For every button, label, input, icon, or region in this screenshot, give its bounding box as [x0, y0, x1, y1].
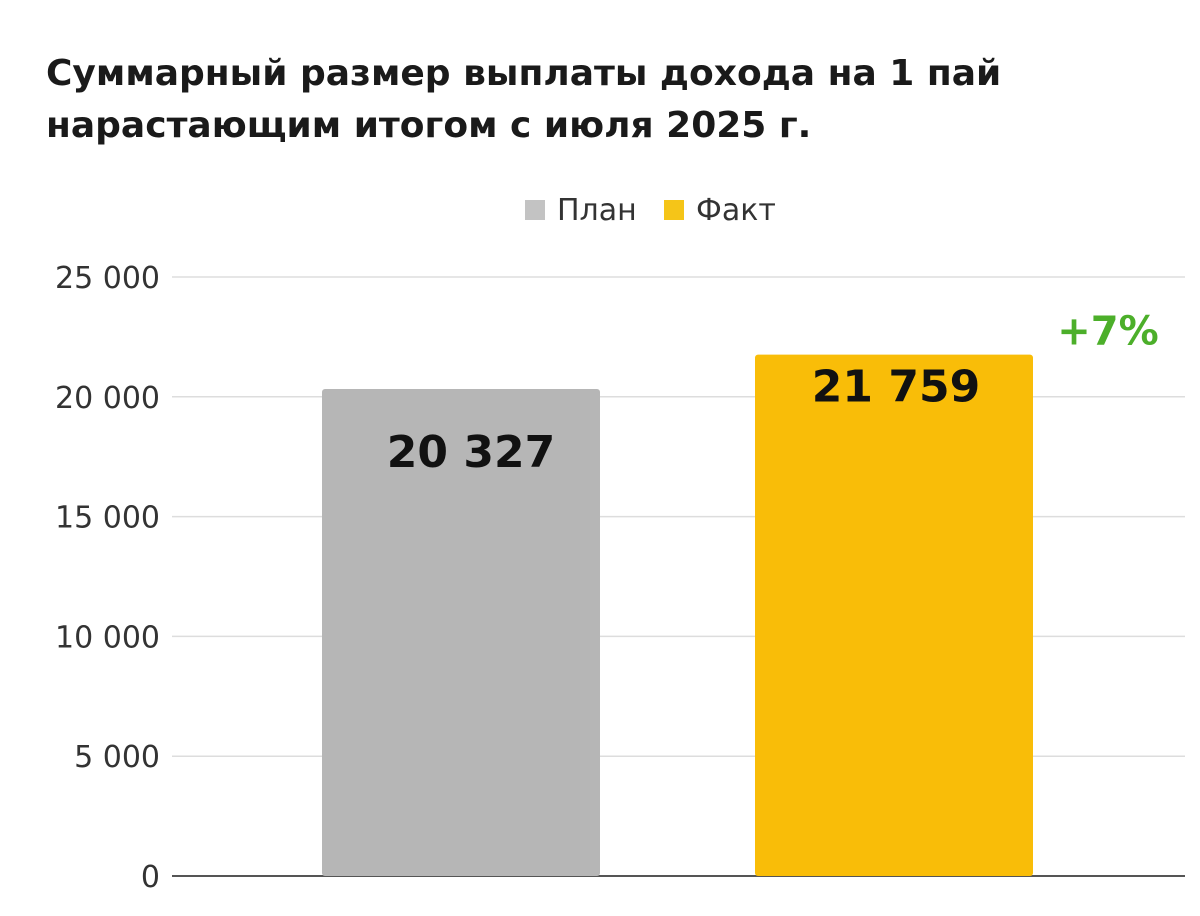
- legend-swatch-plan: [525, 200, 545, 220]
- chart-title-line-2: нарастающим итогом с июля 2025 г.: [46, 105, 812, 146]
- y-tick-label: 20 000: [55, 381, 160, 416]
- bar-fact: [755, 354, 1033, 876]
- y-tick-label: 25 000: [55, 261, 160, 296]
- chart-title: Суммарный размер выплаты дохода на 1 пай…: [46, 48, 1146, 152]
- bar-value-label-fact: 21 759: [812, 362, 980, 413]
- bars: [322, 354, 1033, 876]
- legend-item-fact: Факт: [664, 190, 776, 230]
- bar-plan: [322, 388, 600, 876]
- bar-labels: 20 327 21 759: [387, 362, 980, 478]
- y-tick-label: 10 000: [55, 620, 160, 655]
- legend-swatch-fact: [664, 200, 684, 220]
- legend-label-fact: Факт: [696, 192, 776, 228]
- chart-legend: План Факт: [0, 190, 1200, 230]
- bar-value-label-plan: 20 327: [387, 427, 555, 478]
- chart-title-line-1: Суммарный размер выплаты дохода на 1 пай: [46, 53, 1002, 94]
- y-tick-label: 15 000: [55, 501, 160, 536]
- y-tick-label: 5 000: [74, 740, 160, 775]
- legend-item-plan: План: [525, 190, 637, 230]
- growth-annotation: +7%: [1057, 309, 1158, 355]
- y-tick-label: 0: [141, 860, 160, 895]
- legend-label-plan: План: [557, 192, 637, 228]
